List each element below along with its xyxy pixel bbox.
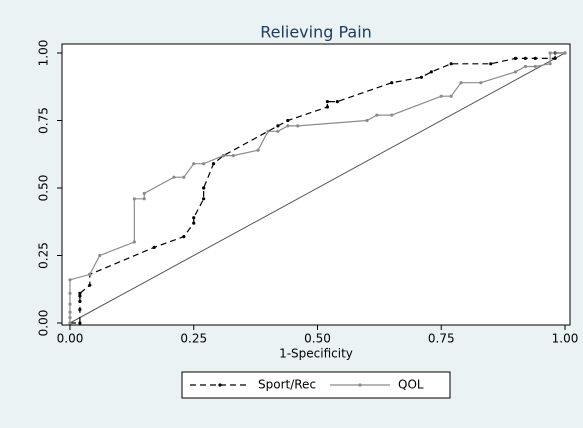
point (192, 216, 196, 220)
y-tick-label: 0.75 (37, 107, 51, 134)
point (142, 197, 146, 201)
point (563, 51, 567, 55)
point (78, 307, 82, 312)
reference-line (69, 52, 566, 324)
x-tick-label: 0.00 (57, 332, 84, 346)
legend-marker (218, 383, 222, 387)
point (202, 162, 206, 166)
point (132, 197, 136, 201)
x-axis-label: 1-Specificity (279, 347, 353, 361)
legend-marker (358, 383, 362, 387)
point (68, 310, 72, 314)
point (449, 62, 453, 66)
y-tick-label: 0.25 (37, 242, 51, 269)
point (78, 299, 82, 303)
plot-area (61, 43, 571, 326)
point (365, 118, 369, 123)
point (98, 253, 102, 258)
y-tick-label: 1.00 (37, 40, 51, 67)
y-tick-label: 0.00 (37, 310, 51, 337)
point (429, 70, 433, 74)
point (231, 154, 235, 158)
point (390, 113, 394, 117)
point (548, 51, 552, 55)
point (88, 283, 92, 287)
point (479, 81, 483, 85)
point (419, 75, 424, 79)
legend (181, 371, 451, 399)
point (375, 113, 379, 117)
point (276, 129, 280, 133)
point (335, 100, 339, 104)
legend-label: Sport/Rec (258, 378, 316, 392)
point (513, 70, 518, 74)
point (78, 294, 82, 298)
point (202, 186, 206, 190)
point (192, 221, 196, 225)
x-tick-label: 0.25 (180, 332, 207, 346)
point (439, 94, 443, 98)
point (78, 321, 82, 325)
point (182, 175, 186, 179)
point (459, 81, 463, 85)
point (266, 129, 270, 133)
point (513, 56, 518, 61)
point (142, 191, 146, 195)
point (211, 162, 216, 166)
point (325, 100, 329, 104)
x-tick-label: 0.75 (428, 332, 455, 346)
x-tick-label: 0.50 (304, 332, 331, 346)
point (172, 175, 176, 179)
point (523, 64, 528, 69)
point (296, 124, 300, 128)
point (523, 56, 528, 61)
point (202, 197, 206, 201)
chart-title: Relieving Pain (260, 23, 372, 42)
point (68, 302, 72, 306)
series-line (69, 52, 565, 323)
point (192, 162, 196, 166)
point (68, 321, 72, 325)
point (132, 240, 136, 244)
point (390, 81, 394, 85)
point (553, 56, 557, 61)
point (533, 64, 537, 69)
point (533, 56, 537, 61)
point (152, 245, 156, 249)
series-line (70, 52, 565, 324)
point (68, 291, 72, 295)
point (286, 118, 290, 123)
point (256, 148, 260, 152)
point (489, 62, 493, 66)
point (68, 316, 72, 320)
point (182, 235, 186, 239)
legend-label: QOL (398, 378, 424, 392)
point (221, 154, 226, 158)
point (325, 105, 329, 109)
point (88, 272, 92, 276)
point (286, 124, 290, 128)
y-tick-label: 0.50 (37, 175, 51, 202)
point (68, 278, 72, 282)
point (449, 94, 453, 98)
point (276, 124, 280, 128)
point (548, 62, 552, 66)
point (78, 291, 82, 295)
x-tick-label: 1.00 (552, 332, 579, 346)
